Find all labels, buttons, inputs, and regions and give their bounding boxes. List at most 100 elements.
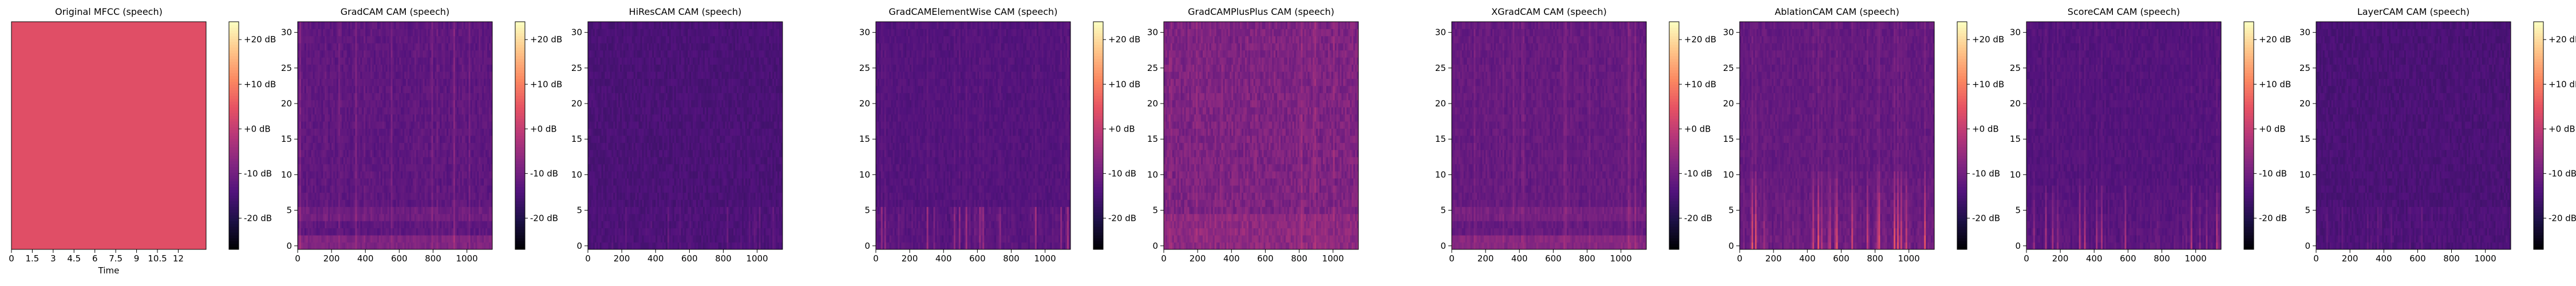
- heatmap-cell: [372, 142, 374, 150]
- heatmap-cell: [318, 214, 319, 221]
- heatmap-cell: [397, 228, 399, 236]
- heatmap-cell: [345, 57, 347, 65]
- heatmap-cell: [384, 93, 386, 100]
- heatmap-cell: [448, 114, 450, 122]
- heatmap-cell: [331, 221, 333, 228]
- heatmap-cell: [641, 206, 642, 214]
- heatmap-cell: [401, 72, 402, 79]
- heatmap-cell: [667, 235, 669, 243]
- heatmap-cell: [357, 86, 358, 93]
- heatmap-cell: [323, 93, 325, 100]
- heatmap-cell: [472, 150, 474, 157]
- heatmap-cell: [452, 142, 453, 150]
- heatmap-cell: [443, 72, 445, 79]
- heatmap-cell: [323, 65, 325, 72]
- heatmap-cell: [319, 150, 321, 157]
- heatmap-cell: [485, 86, 487, 93]
- heatmap-cell: [358, 142, 360, 150]
- heatmap-cell: [303, 65, 305, 72]
- heatmap-cell: [406, 228, 408, 236]
- heatmap-cell: [420, 206, 421, 214]
- heatmap-cell: [467, 221, 469, 228]
- heatmap-cell: [323, 142, 325, 150]
- heatmap-cell: [484, 178, 485, 186]
- heatmap-cell: [388, 164, 389, 172]
- heatmap-cell: [326, 93, 328, 100]
- heatmap-cell: [408, 72, 409, 79]
- heatmap-cell: [480, 157, 482, 164]
- heatmap-cell: [343, 129, 345, 136]
- heatmap-cell: [318, 171, 319, 178]
- heatmap-cell: [335, 86, 337, 93]
- heatmap-cell: [347, 22, 349, 29]
- heatmap-cell: [596, 214, 598, 221]
- heatmap-cell: [402, 193, 404, 200]
- heatmap-cell: [326, 100, 328, 108]
- heatmap-cell: [489, 29, 491, 36]
- heatmap-cell: [761, 243, 762, 250]
- heatmap-cell: [416, 178, 418, 186]
- heatmap-cell: [352, 164, 354, 172]
- heatmap-cell: [377, 100, 379, 108]
- heatmap-cell: [330, 50, 331, 58]
- heatmap-cell: [688, 214, 689, 221]
- heatmap-cell: [475, 142, 477, 150]
- heatmap-cell: [394, 43, 396, 50]
- heatmap-cell: [623, 206, 625, 214]
- heatmap-cell: [764, 228, 765, 236]
- heatmap-cell: [319, 200, 321, 207]
- heatmap-cell: [726, 221, 728, 228]
- heatmap-cell: [477, 43, 479, 50]
- heatmap-cell: [354, 114, 355, 122]
- heatmap-cell: [432, 22, 433, 29]
- heatmap-cell: [358, 43, 360, 50]
- heatmap-cell: [700, 243, 701, 250]
- heatmap-cell: [747, 235, 749, 243]
- heatmap-cell: [475, 43, 477, 50]
- heatmap-cell: [460, 22, 462, 29]
- heatmap-cell: [299, 206, 301, 214]
- heatmap-cell: [443, 228, 445, 236]
- heatmap-cell: [326, 193, 328, 200]
- heatmap-cell: [423, 114, 425, 122]
- heatmap-cell: [365, 72, 367, 79]
- heatmap-cell: [462, 114, 464, 122]
- heatmap-cell: [676, 228, 678, 236]
- heatmap-cell: [340, 65, 342, 72]
- heatmap-cell: [688, 243, 689, 250]
- heatmap-cell: [391, 150, 393, 157]
- heatmap-cell: [733, 243, 735, 250]
- heatmap-cell: [326, 221, 328, 228]
- heatmap-cell: [299, 157, 301, 164]
- heatmap-cell: [703, 221, 705, 228]
- heatmap-cell: [311, 29, 313, 36]
- heatmap-cell: [471, 178, 472, 186]
- heatmap-cell: [460, 79, 462, 86]
- heatmap-cell: [432, 121, 433, 129]
- heatmap-cell: [453, 193, 455, 200]
- heatmap-cell: [457, 29, 459, 36]
- heatmap-cell: [313, 50, 315, 58]
- heatmap-cell: [425, 243, 426, 250]
- heatmap-cell: [317, 235, 318, 243]
- heatmap-cell: [436, 43, 438, 50]
- heatmap-cell: [335, 22, 337, 29]
- heatmap-cell: [401, 200, 402, 207]
- heatmap-cell: [308, 164, 310, 172]
- heatmap-cell: [311, 200, 313, 207]
- heatmap-cell: [310, 193, 311, 200]
- heatmap-cell: [453, 107, 455, 114]
- heatmap-cell: [409, 150, 411, 157]
- heatmap-cell: [362, 243, 364, 250]
- heatmap-cell: [469, 121, 471, 129]
- heatmap-cell: [438, 22, 440, 29]
- heatmap-cell: [298, 29, 299, 36]
- heatmap-cell: [389, 235, 391, 243]
- colorbar-swatch: [515, 133, 525, 136]
- heatmap-cell: [340, 114, 342, 122]
- heatmap-cell: [428, 121, 430, 129]
- heatmap-cell: [411, 22, 413, 29]
- heatmap-cell: [379, 107, 381, 114]
- heatmap-cell: [391, 206, 393, 214]
- heatmap-cell: [450, 36, 452, 43]
